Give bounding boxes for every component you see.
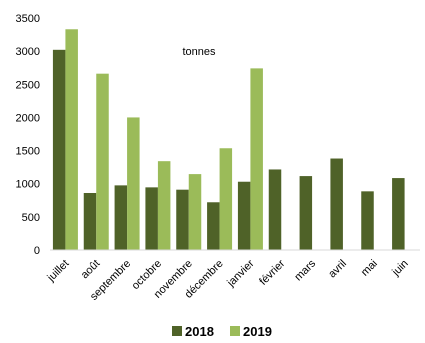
y-tick-label: 1000 bbox=[16, 179, 40, 191]
x-tick-label: mars bbox=[292, 257, 318, 283]
x-tick-label: juin bbox=[389, 258, 410, 279]
x-tick-label: mai bbox=[359, 258, 380, 279]
bar-2018-octobre bbox=[145, 187, 158, 250]
y-tick-label: 3500 bbox=[16, 13, 40, 25]
legend-label-2019: 2019 bbox=[243, 324, 272, 339]
y-tick-label: 500 bbox=[22, 212, 40, 224]
legend: 2018 2019 bbox=[172, 324, 272, 339]
y-tick-label: 3000 bbox=[16, 46, 40, 58]
bars bbox=[52, 29, 405, 251]
x-tick-label: juillet bbox=[45, 258, 72, 285]
bar-2019-août bbox=[96, 73, 109, 251]
bar-2018-juillet bbox=[52, 49, 66, 251]
y-axis: 0 500 1000 1500 2000 2500 3000 3500 bbox=[16, 13, 40, 257]
bar-2018-septembre bbox=[114, 185, 128, 250]
bar-2018-août bbox=[83, 192, 97, 250]
x-tick-label: août bbox=[79, 258, 103, 282]
bar-2019-décembre bbox=[219, 148, 233, 250]
y-tick-label: 0 bbox=[34, 245, 40, 257]
bar-2018-novembre bbox=[176, 189, 189, 250]
legend-swatch-2019 bbox=[230, 326, 240, 336]
unit-label: tonnes bbox=[182, 46, 216, 58]
bar-2018-juin bbox=[392, 178, 405, 250]
bar-2018-février bbox=[268, 169, 282, 250]
x-tick-label: janvier bbox=[224, 257, 256, 289]
bar-2019-novembre bbox=[188, 174, 202, 250]
bar-2018-avril bbox=[330, 158, 343, 250]
bar-2019-septembre bbox=[127, 117, 140, 250]
legend-swatch-2018 bbox=[172, 326, 182, 336]
bar-2018-janvier bbox=[237, 181, 251, 250]
x-tick-label: février bbox=[257, 257, 287, 287]
y-tick-label: 2500 bbox=[16, 79, 40, 91]
bar-2019-octobre bbox=[157, 161, 171, 250]
bar-2019-janvier bbox=[250, 68, 263, 251]
legend-label-2018: 2018 bbox=[185, 324, 214, 339]
bar-2019-juillet bbox=[65, 29, 78, 251]
x-axis-labels: juillet aoûtseptembreoctobrenovembredécem… bbox=[45, 257, 411, 303]
y-tick-label: 2000 bbox=[16, 112, 40, 124]
bar-2018-décembre bbox=[207, 202, 220, 250]
bar-2018-mars bbox=[299, 176, 313, 250]
bar-2018-mai bbox=[361, 191, 374, 250]
y-tick-label: 1500 bbox=[16, 146, 40, 158]
x-tick-label: avril bbox=[326, 258, 349, 281]
